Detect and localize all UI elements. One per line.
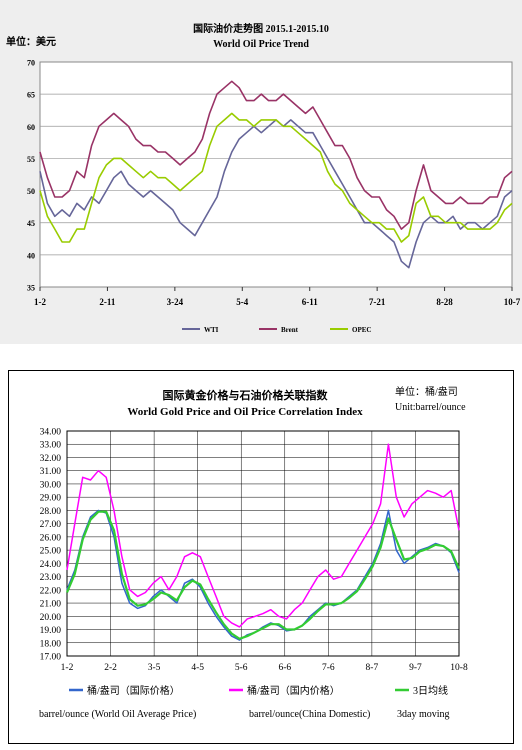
series-line-3day-moving [65, 510, 461, 640]
unit-label: 单位：桶/盎司 [395, 385, 458, 398]
y-tick-label: 24.00 [40, 560, 62, 570]
oil-price-chart-panel: 国际油价走势图 2015.1-2015.10 World Oil Price Tr… [0, 0, 522, 344]
legend-label: WTI [204, 326, 219, 334]
series-line-brent [39, 80, 513, 230]
y-tick-label: 25.00 [40, 547, 62, 557]
y-tick-label: 21.00 [40, 600, 62, 610]
y-tick-label: 29.00 [40, 494, 62, 504]
y-tick-label: 55 [27, 155, 35, 164]
y-tick-label: 30.00 [40, 480, 62, 490]
y-tick-label: 31.00 [40, 467, 62, 477]
x-tick-label: 5-4 [236, 297, 248, 307]
x-tick-label: 3-5 [148, 663, 161, 673]
plot-area [39, 61, 513, 288]
x-tick-label: 7-6 [322, 663, 335, 673]
x-tick-label: 6-6 [278, 663, 291, 673]
series-line-world-price [66, 509, 460, 641]
plot-area [66, 430, 460, 657]
y-tick-label: 26.00 [40, 533, 62, 543]
x-tick-label: 6-11 [302, 297, 319, 307]
x-tick-label: 7-21 [369, 297, 386, 307]
y-tick-label: 19.00 [40, 626, 62, 636]
legend-label-en: barrel/ounce(China Domestic) [249, 709, 370, 720]
legend-label: Brent [281, 326, 299, 334]
y-tick-label: 70 [27, 59, 35, 68]
oil-price-chart: 国际油价走势图 2015.1-2015.10 World Oil Price Tr… [6, 22, 521, 334]
x-tick-label: 5-6 [235, 663, 248, 673]
x-tick-label: 2-2 [104, 663, 117, 673]
y-tick-label: 50 [27, 187, 35, 196]
y-tick-label: 28.00 [40, 507, 62, 517]
y-tick-label: 17.00 [40, 653, 62, 663]
series-line-opec [39, 112, 513, 243]
y-tick-label: 33.00 [40, 441, 62, 451]
x-tick-label: 10-7 [504, 297, 521, 307]
y-tick-label: 45 [27, 219, 35, 228]
y-tick-label: 34.00 [40, 428, 62, 438]
x-tick-label: 1-2 [61, 663, 74, 673]
x-tick-label: 10-8 [450, 663, 468, 673]
x-tick-label: 1-2 [34, 297, 46, 307]
x-tick-label: 8-7 [366, 663, 379, 673]
legend-label: 桶/盎司（国内价格） [247, 684, 340, 697]
y-tick-label: 18.00 [40, 639, 62, 649]
x-tick-label: 4-5 [191, 663, 204, 673]
x-tick-label: 2-11 [99, 297, 116, 307]
y-tick-label: 60 [27, 123, 35, 132]
unit-label-en: Unit:barrel/ounce [395, 402, 466, 413]
chart-subtitle: World Gold Price and Oil Price Correlati… [127, 406, 363, 418]
y-tick-label: 22.00 [40, 586, 62, 596]
legend-label: 3日均线 [413, 684, 448, 697]
legend-label: OPEC [352, 326, 371, 334]
gold-oil-correlation-chart-panel: 国际黄金价格与石油价格关联指数 World Gold Price and Oil … [8, 370, 514, 744]
legend-label-en: barrel/ounce (World Oil Average Price) [39, 709, 196, 720]
x-tick-label: 8-28 [436, 297, 453, 307]
x-tick-label: 3-24 [167, 297, 184, 307]
chart-title: 国际油价走势图 2015.1-2015.10 [193, 22, 329, 35]
unit-label: 单位：美元 [6, 35, 56, 48]
chart-subtitle: World Oil Price Trend [213, 39, 309, 50]
y-tick-label: 27.00 [40, 520, 62, 530]
y-tick-label: 65 [27, 91, 35, 100]
chart-title: 国际黄金价格与石油价格关联指数 [163, 388, 329, 402]
x-tick-label: 9-7 [409, 663, 422, 673]
series-line-china-domestic [66, 443, 460, 628]
gold-oil-correlation-chart: 国际黄金价格与石油价格关联指数 World Gold Price and Oil … [39, 385, 468, 720]
legend-label: 桶/盎司（国际价格） [87, 684, 180, 697]
legend-label-en: 3day moving [397, 709, 450, 720]
y-tick-label: 40 [27, 251, 35, 260]
y-tick-label: 20.00 [40, 613, 62, 623]
y-tick-label: 32.00 [40, 454, 62, 464]
y-tick-label: 35 [27, 284, 35, 293]
y-tick-label: 23.00 [40, 573, 62, 583]
